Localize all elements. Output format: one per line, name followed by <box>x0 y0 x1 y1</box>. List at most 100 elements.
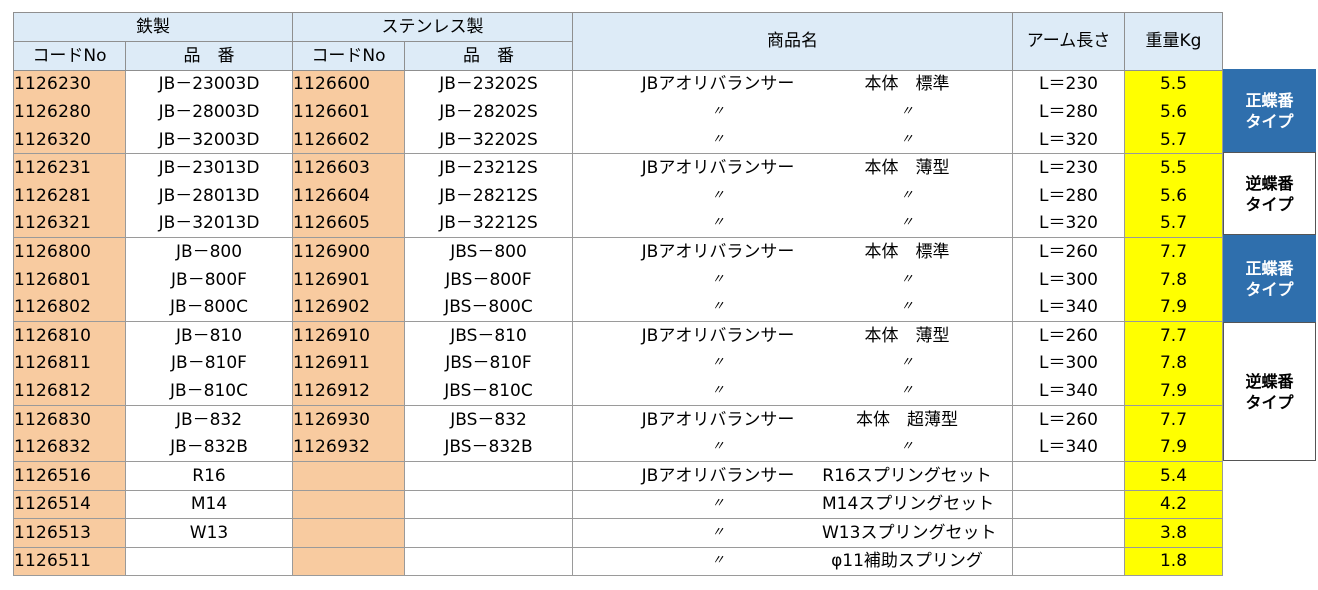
table-row: 1126231 JB－23013D 1126603 JB－23212S JBアオリバラン… <box>13 153 1223 182</box>
sus-code-cell <box>292 489 405 519</box>
sus-code-cell: 1126901 <box>292 265 405 294</box>
iron-code-cell: 1126514 <box>13 489 126 519</box>
table-row: 1126516 R16 JBアオリバランサー R16スプリングセット 5.4 <box>13 460 1223 490</box>
arm-length-cell <box>1012 546 1125 577</box>
iron-code-cell: 1126830 <box>13 404 126 434</box>
header-sus-code: コードNo <box>292 40 405 71</box>
product-name-cell: JBアオリバランサー 本体 超薄型 <box>572 404 1013 434</box>
weight-cell: 4.2 <box>1124 489 1223 519</box>
weight-cell: 7.8 <box>1124 349 1223 378</box>
sus-part-cell: JB－23212S <box>404 153 573 182</box>
weight-cell: 7.7 <box>1124 404 1223 434</box>
product-name-right: 〃 <box>900 439 914 455</box>
arm-length-cell: L＝340 <box>1012 293 1125 322</box>
table-row: 1126802 JB－800C 1126902 JBS－800C 〃〃 L＝340 7.9 <box>13 293 1223 322</box>
product-name-right: W13スプリングセット <box>822 522 997 543</box>
product-name-right: 本体 標準 <box>864 74 950 95</box>
iron-code-cell: 1126810 <box>13 320 126 350</box>
weight-cell: 7.9 <box>1124 293 1223 322</box>
header-iron: 鉄製 <box>13 12 293 42</box>
product-name-cell: JBアオリバランサー 本体 薄型 <box>572 320 1013 350</box>
sus-part-cell: JB－28212S <box>404 181 573 210</box>
sus-part-cell: JBS－832B <box>404 433 573 462</box>
sus-code-cell <box>292 460 405 490</box>
sus-part-cell: JBS－810C <box>404 377 573 406</box>
type-label-blue: 正蝶番 タイプ <box>1223 69 1316 152</box>
arm-length-cell: L＝340 <box>1012 377 1125 406</box>
weight-cell: 5.5 <box>1124 69 1223 99</box>
sus-code-cell: 1126911 <box>292 349 405 378</box>
product-name-cell: JBアオリバランサー 本体 標準 <box>572 69 1013 99</box>
product-name-left: JBアオリバランサー <box>641 325 795 346</box>
arm-length-cell: L＝320 <box>1012 209 1125 238</box>
type-label-white: 逆蝶番 タイプ <box>1223 152 1316 235</box>
weight-cell: 5.7 <box>1124 125 1223 154</box>
product-name-cell: 〃 φ11補助スプリング <box>572 546 1013 577</box>
arm-length-cell: L＝340 <box>1012 433 1125 462</box>
sus-part-cell: JB－23202S <box>404 69 573 99</box>
arm-length-cell: L＝260 <box>1012 404 1125 434</box>
iron-code-cell: 1126832 <box>13 433 126 462</box>
weight-cell: 7.9 <box>1124 433 1223 462</box>
iron-part-cell: JB－32003D <box>125 125 293 154</box>
table-row: 1126230 JB－23003D 1126600 JB－23202S JBアオリバラン… <box>13 69 1223 99</box>
iron-part-cell: JB－28013D <box>125 181 293 210</box>
header-iron-code: コードNo <box>13 40 126 71</box>
product-name-cell: JBアオリバランサー 本体 薄型 <box>572 153 1013 182</box>
sus-code-cell: 1126900 <box>292 237 405 266</box>
product-name-left: JBアオリバランサー <box>641 158 795 179</box>
header-iron-part: 品 番 <box>125 40 293 71</box>
iron-part-cell: JB－32013D <box>125 209 293 238</box>
iron-code-cell: 1126802 <box>13 293 126 322</box>
iron-part-cell: R16 <box>125 460 293 490</box>
sus-code-cell: 1126932 <box>292 433 405 462</box>
sus-part-cell: JBS－800F <box>404 265 573 294</box>
iron-part-cell: JB－810 <box>125 320 293 350</box>
product-name-right: 〃 <box>900 382 914 398</box>
iron-part-cell: JB－832 <box>125 404 293 434</box>
product-name-right: 〃 <box>900 103 914 119</box>
product-name-cell: 〃〃 <box>572 125 1013 154</box>
product-name-cell: 〃〃 <box>572 377 1013 406</box>
header-arm-length: アーム長さ <box>1012 12 1125 71</box>
iron-part-cell: JB－23013D <box>125 153 293 182</box>
product-name-right: 本体 超薄型 <box>856 409 958 430</box>
product-name-right: 〃 <box>900 299 914 315</box>
sus-code-cell: 1126604 <box>292 181 405 210</box>
arm-length-cell <box>1012 489 1125 519</box>
iron-code-cell: 1126281 <box>13 181 126 210</box>
sus-code-cell: 1126902 <box>292 293 405 322</box>
iron-code-cell: 1126811 <box>13 349 126 378</box>
arm-length-cell: L＝320 <box>1012 125 1125 154</box>
iron-part-cell: M14 <box>125 489 293 519</box>
product-name-cell: 〃〃 <box>572 433 1013 462</box>
table-row: 1126810 JB－810 1126910 JBS－810 JBアオリバランサー 本体 … <box>13 320 1223 350</box>
sus-part-cell: JBS－800C <box>404 293 573 322</box>
sus-code-cell <box>292 518 405 548</box>
iron-part-cell: JB－23003D <box>125 69 293 99</box>
product-name-cell: 〃〃 <box>572 209 1013 238</box>
product-name-right: 〃 <box>900 271 914 287</box>
arm-length-cell: L＝260 <box>1012 320 1125 350</box>
weight-cell: 7.9 <box>1124 377 1223 406</box>
iron-part-cell: JB－800C <box>125 293 293 322</box>
product-name-left: 〃 <box>711 553 725 569</box>
product-name-cell: 〃〃 <box>572 293 1013 322</box>
product-name-cell: 〃〃 <box>572 181 1013 210</box>
table-row: 1126280 JB－28003D 1126601 JB－28202S 〃〃 L＝280 5… <box>13 98 1223 126</box>
iron-code-cell: 1126511 <box>13 546 126 577</box>
product-name-cell: 〃〃 <box>572 98 1013 126</box>
type-label-white: 逆蝶番 タイプ <box>1223 322 1316 461</box>
product-name-left: 〃 <box>711 299 725 315</box>
iron-code-cell: 1126320 <box>13 125 126 154</box>
product-name-right: 〃 <box>900 215 914 231</box>
sus-part-cell: JBS－832 <box>404 404 573 434</box>
iron-part-cell: JB－810F <box>125 349 293 378</box>
sus-code-cell: 1126602 <box>292 125 405 154</box>
table-row: 1126801 JB－800F 1126901 JBS－800F 〃〃 L＝300 7.8 <box>13 265 1223 294</box>
arm-length-cell: L＝280 <box>1012 181 1125 210</box>
iron-code-cell: 1126513 <box>13 518 126 548</box>
iron-code-cell: 1126321 <box>13 209 126 238</box>
table-row: 1126320 JB－32003D 1126602 JB－32202S 〃〃 L＝320 5… <box>13 125 1223 154</box>
product-name-cell: 〃 W13スプリングセット <box>572 518 1013 548</box>
